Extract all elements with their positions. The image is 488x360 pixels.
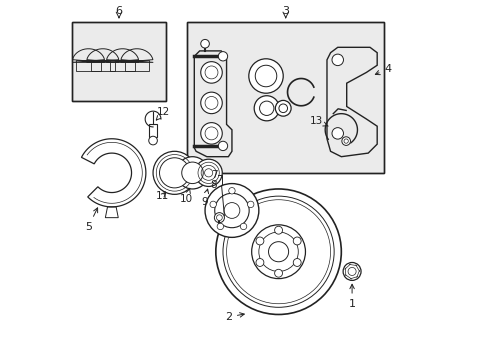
Circle shape [224,203,239,219]
Text: 1: 1 [348,284,355,309]
Circle shape [176,157,208,189]
Circle shape [218,51,227,61]
Text: 6: 6 [115,6,122,16]
Circle shape [275,100,290,116]
Circle shape [255,237,264,245]
Circle shape [182,162,203,184]
Circle shape [215,189,341,315]
Bar [72,22,165,101]
Circle shape [331,128,343,139]
Circle shape [248,59,283,93]
Text: 10: 10 [180,188,193,204]
Circle shape [209,201,216,208]
Circle shape [293,258,301,266]
Circle shape [228,188,235,194]
Circle shape [274,226,282,234]
Circle shape [278,104,287,113]
Circle shape [204,96,218,109]
Circle shape [159,158,189,188]
Circle shape [201,123,222,144]
Text: 12: 12 [156,107,170,120]
Circle shape [204,184,258,237]
Circle shape [153,151,196,194]
Circle shape [201,62,222,83]
Circle shape [204,66,218,79]
Circle shape [331,54,343,66]
Text: 13: 13 [309,116,327,126]
Circle shape [247,201,253,208]
Circle shape [201,92,222,114]
Circle shape [218,141,227,150]
Circle shape [201,40,209,48]
Text: 8: 8 [210,180,217,190]
Circle shape [217,223,223,230]
Circle shape [254,96,279,121]
Text: 4: 4 [375,64,391,75]
Circle shape [204,127,218,140]
Text: 9: 9 [201,189,208,207]
Text: 5: 5 [85,208,98,231]
Circle shape [255,258,264,266]
Text: 7: 7 [210,170,217,180]
Circle shape [251,225,305,279]
Circle shape [274,269,282,277]
Text: 11: 11 [155,191,168,201]
Bar [187,22,384,173]
Circle shape [195,159,222,186]
Circle shape [214,193,249,228]
Circle shape [148,136,157,145]
Circle shape [255,65,276,87]
Circle shape [259,101,273,116]
Circle shape [343,262,360,280]
Text: 2: 2 [224,312,244,322]
Circle shape [293,237,301,245]
Circle shape [341,137,350,145]
Circle shape [216,215,222,221]
Bar [187,22,384,173]
Circle shape [268,242,288,262]
Bar [72,22,165,101]
Text: 3: 3 [282,6,288,17]
Circle shape [214,213,224,223]
Circle shape [240,223,246,230]
